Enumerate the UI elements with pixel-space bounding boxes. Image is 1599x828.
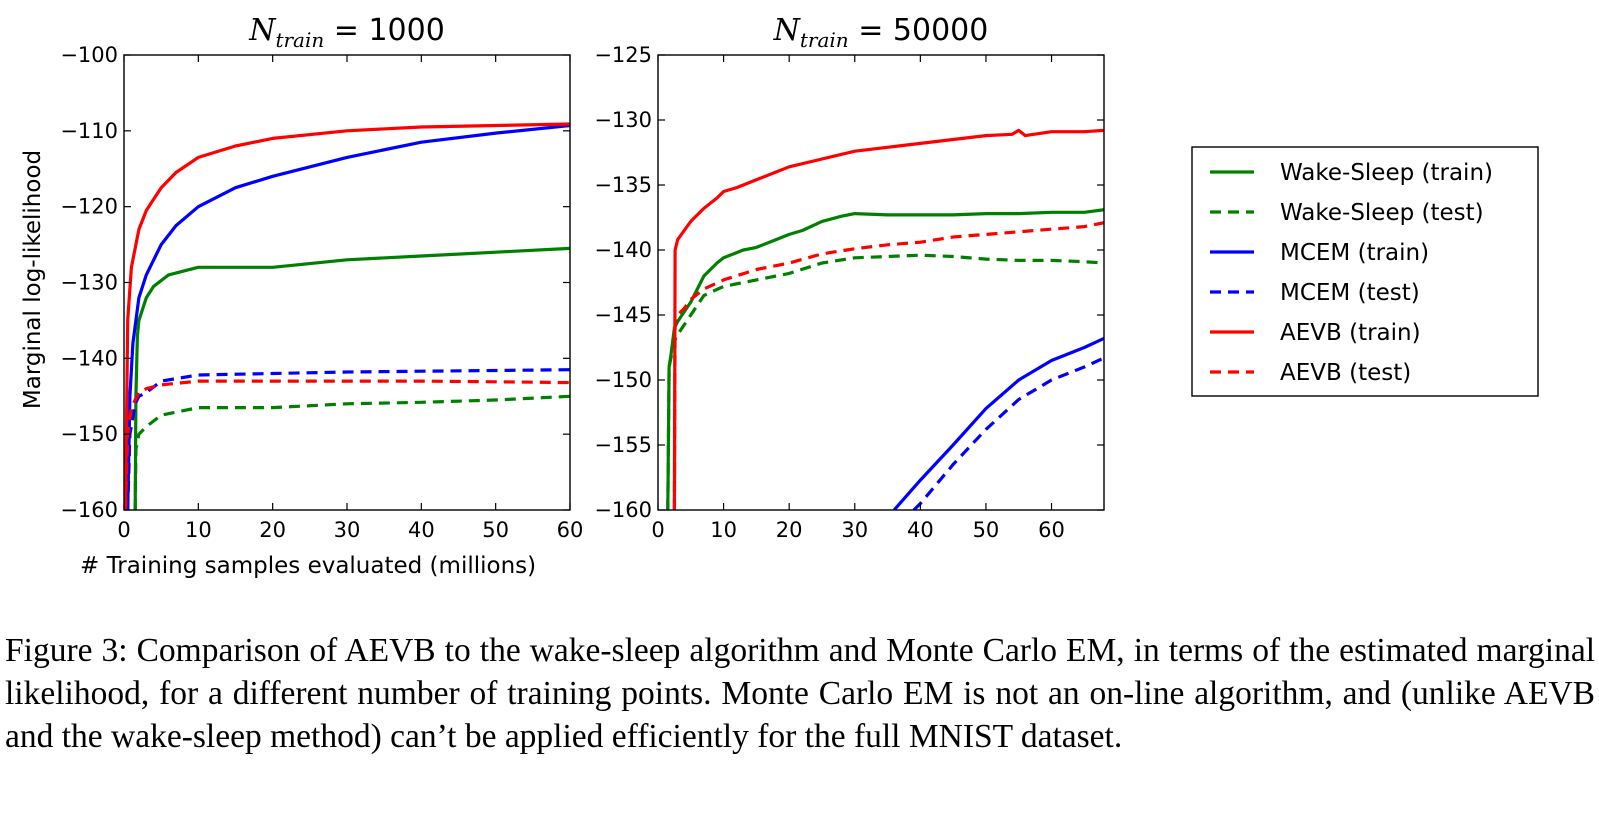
x-tick-label: 20 bbox=[259, 518, 286, 542]
y-tick-label: −140 bbox=[594, 238, 652, 262]
series-mcem-test bbox=[912, 356, 1104, 510]
legend-label: MCEM (test) bbox=[1280, 280, 1420, 306]
legend-label: Wake-Sleep (train) bbox=[1280, 160, 1493, 186]
series-aevb-train bbox=[124, 122, 570, 510]
x-tick-label: 30 bbox=[841, 518, 868, 542]
x-tick-label: 10 bbox=[185, 518, 212, 542]
x-tick-label: 0 bbox=[117, 518, 130, 542]
title-value: = 50000 bbox=[849, 13, 989, 48]
y-tick-label: −135 bbox=[594, 173, 652, 197]
legend-label: AEVB (train) bbox=[1280, 320, 1421, 346]
x-tick-label: 10 bbox=[710, 518, 737, 542]
y-tick-label: −155 bbox=[594, 433, 652, 457]
series-mcem-train bbox=[892, 336, 1104, 510]
y-axis-label: Marginal log-likelihood bbox=[20, 150, 46, 409]
plot-title: Ntrain = 50000 bbox=[773, 13, 989, 52]
x-tick-label: 40 bbox=[907, 518, 934, 542]
figure: 0 10 20 30 40 50 60 −100 −110 −120 −130 −140 −150 −16… bbox=[20, 13, 1539, 579]
figure-caption: Figure 3: Comparison of AEVB to the wake… bbox=[5, 632, 1595, 755]
y-tick-label: −150 bbox=[594, 368, 652, 392]
plot-frame bbox=[657, 54, 1105, 511]
series-wake-sleep-test bbox=[666, 253, 1104, 510]
series-mcem-test bbox=[126, 368, 570, 510]
x-axis-label: # Training samples evaluated (millions) bbox=[80, 553, 536, 579]
x-tick-label: 0 bbox=[651, 518, 664, 542]
x-tick-label: 60 bbox=[557, 518, 584, 542]
title-subscript: train bbox=[800, 28, 849, 52]
plot-ntrain-1000: 0 10 20 30 40 50 60 −100 −110 −120 −130 −140 −150 −16… bbox=[20, 13, 583, 579]
plot-ntrain-50000: 0 10 20 30 40 50 60 −125 −130 −135 −140 −145 −150 −15… bbox=[594, 13, 1105, 542]
title-n: N bbox=[773, 13, 802, 48]
legend-label: MCEM (train) bbox=[1280, 240, 1429, 266]
legend-label: AEVB (test) bbox=[1280, 360, 1411, 386]
y-tick-label: −100 bbox=[60, 43, 118, 67]
x-tick-label: 60 bbox=[1038, 518, 1065, 542]
x-tick-label: 30 bbox=[334, 518, 361, 542]
series-aevb-test bbox=[672, 221, 1104, 510]
y-tick-label: −160 bbox=[594, 498, 652, 522]
series-group bbox=[124, 122, 570, 510]
series-wake-sleep-train bbox=[133, 246, 570, 510]
series-wake-sleep-test bbox=[133, 394, 570, 510]
x-tick-label: 20 bbox=[776, 518, 803, 542]
x-tick-label: 40 bbox=[408, 518, 435, 542]
title-value: = 1000 bbox=[324, 13, 445, 48]
y-tick-label: −110 bbox=[60, 119, 118, 143]
y-tick-label: −160 bbox=[60, 498, 118, 522]
y-tick-label: −125 bbox=[594, 43, 652, 67]
x-tick-label: 50 bbox=[482, 518, 509, 542]
series-mcem-train bbox=[126, 123, 570, 510]
title-n: N bbox=[248, 13, 277, 48]
plot-title: Ntrain = 1000 bbox=[248, 13, 445, 52]
y-tick-label: −140 bbox=[60, 346, 118, 370]
plot-frame bbox=[123, 54, 571, 511]
series-wake-sleep-train bbox=[666, 208, 1104, 510]
y-tick-label: −150 bbox=[60, 422, 118, 446]
x-tick-label: 50 bbox=[973, 518, 1000, 542]
series-aevb-test bbox=[124, 379, 570, 510]
legend-box bbox=[1191, 146, 1539, 397]
title-subscript: train bbox=[275, 28, 324, 52]
legend-label: Wake-Sleep (test) bbox=[1280, 200, 1484, 226]
series-group bbox=[666, 128, 1104, 510]
y-tick-label: −130 bbox=[60, 271, 118, 295]
legend: Wake-Sleep (train) Wake-Sleep (test) MCEM … bbox=[1191, 146, 1539, 397]
y-tick-label: −130 bbox=[594, 108, 652, 132]
y-tick-label: −145 bbox=[594, 303, 652, 327]
series-aevb-train bbox=[672, 128, 1104, 510]
y-tick-label: −120 bbox=[60, 195, 118, 219]
